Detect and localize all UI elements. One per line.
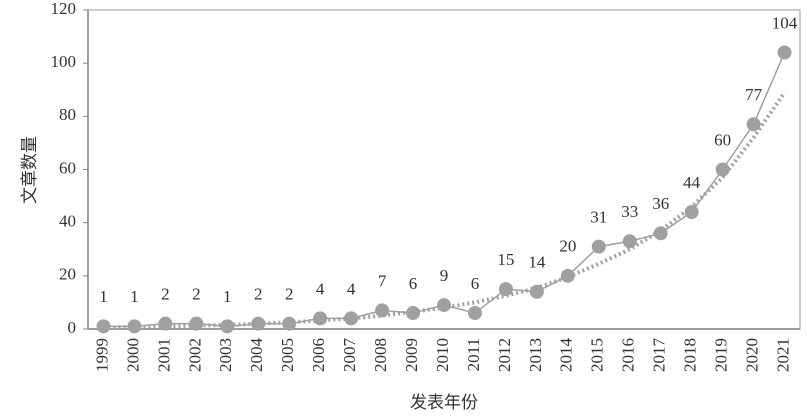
data-label: 2 (161, 285, 170, 304)
data-label: 2 (254, 285, 263, 304)
y-tick-label: 0 (68, 318, 77, 337)
data-point (653, 226, 668, 241)
data-label: 14 (528, 253, 546, 272)
x-tick-label: 2021 (773, 338, 792, 372)
x-tick-label: 2002 (185, 338, 204, 372)
y-tick-label: 120 (51, 0, 77, 18)
x-axis-title: 发表年份 (410, 393, 478, 413)
data-label: 1 (223, 287, 232, 306)
data-point (251, 316, 266, 331)
x-tick-label: 2008 (371, 338, 390, 372)
data-label: 4 (347, 279, 356, 298)
x-tick-label: 2019 (712, 338, 731, 372)
data-label: 2 (285, 285, 294, 304)
data-point (220, 319, 235, 334)
x-tick-label: 2010 (433, 338, 452, 372)
data-label: 44 (683, 173, 701, 192)
data-label: 9 (440, 266, 449, 285)
x-tick-label: 2018 (681, 338, 700, 372)
x-tick-label: 2007 (340, 338, 359, 373)
x-tick-label: 2014 (557, 338, 576, 373)
x-tick-label: 1999 (92, 338, 111, 372)
data-label: 2 (192, 285, 201, 304)
y-tick-label: 60 (59, 158, 76, 177)
data-label: 104 (772, 13, 798, 32)
data-label: 1 (130, 287, 139, 306)
x-tick-label: 2015 (588, 338, 607, 372)
data-label: 6 (471, 274, 480, 293)
x-tick-label: 2006 (309, 338, 328, 372)
data-label: 31 (590, 207, 607, 226)
data-point (406, 306, 421, 321)
x-tick-label: 2003 (216, 338, 235, 372)
data-label: 7 (378, 271, 387, 290)
x-tick-label: 2013 (526, 338, 545, 372)
x-tick-label: 2020 (742, 338, 761, 372)
data-point (344, 311, 359, 326)
x-tick-label: 2016 (619, 338, 638, 372)
data-label: 60 (714, 130, 731, 149)
data-point (591, 239, 606, 254)
y-axis-title: 文章数量 (20, 136, 40, 204)
data-point (437, 298, 451, 313)
data-point (375, 303, 390, 318)
data-point (189, 316, 204, 331)
data-label: 15 (497, 250, 514, 269)
x-tick-label: 2012 (495, 338, 514, 372)
data-label: 36 (652, 194, 669, 213)
y-tick-label: 100 (51, 52, 77, 71)
x-tick-label: 2011 (464, 338, 483, 371)
data-label: 20 (559, 237, 576, 256)
data-point (560, 268, 575, 283)
data-point (498, 282, 513, 297)
data-point (746, 117, 761, 132)
x-tick-label: 2001 (154, 338, 173, 372)
x-tick-label: 2017 (650, 338, 669, 373)
y-tick-label: 80 (59, 105, 76, 124)
x-tick-label: 2000 (123, 338, 142, 372)
data-label: 77 (745, 85, 763, 104)
y-tick-label: 20 (59, 265, 76, 284)
trend-line (103, 91, 787, 330)
data-point (529, 284, 544, 299)
x-tick-label: 2009 (402, 338, 421, 372)
data-label: 33 (621, 202, 638, 221)
data-point (622, 234, 637, 249)
data-label: 1 (99, 287, 108, 306)
data-point (684, 205, 699, 220)
x-tick-label: 2005 (278, 338, 297, 372)
data-label: 4 (316, 279, 325, 298)
data-label: 6 (409, 274, 418, 293)
data-point (467, 306, 482, 321)
y-tick-label: 40 (59, 212, 76, 231)
data-point (158, 316, 173, 331)
x-tick-label: 2004 (247, 338, 266, 373)
data-point (777, 45, 792, 60)
